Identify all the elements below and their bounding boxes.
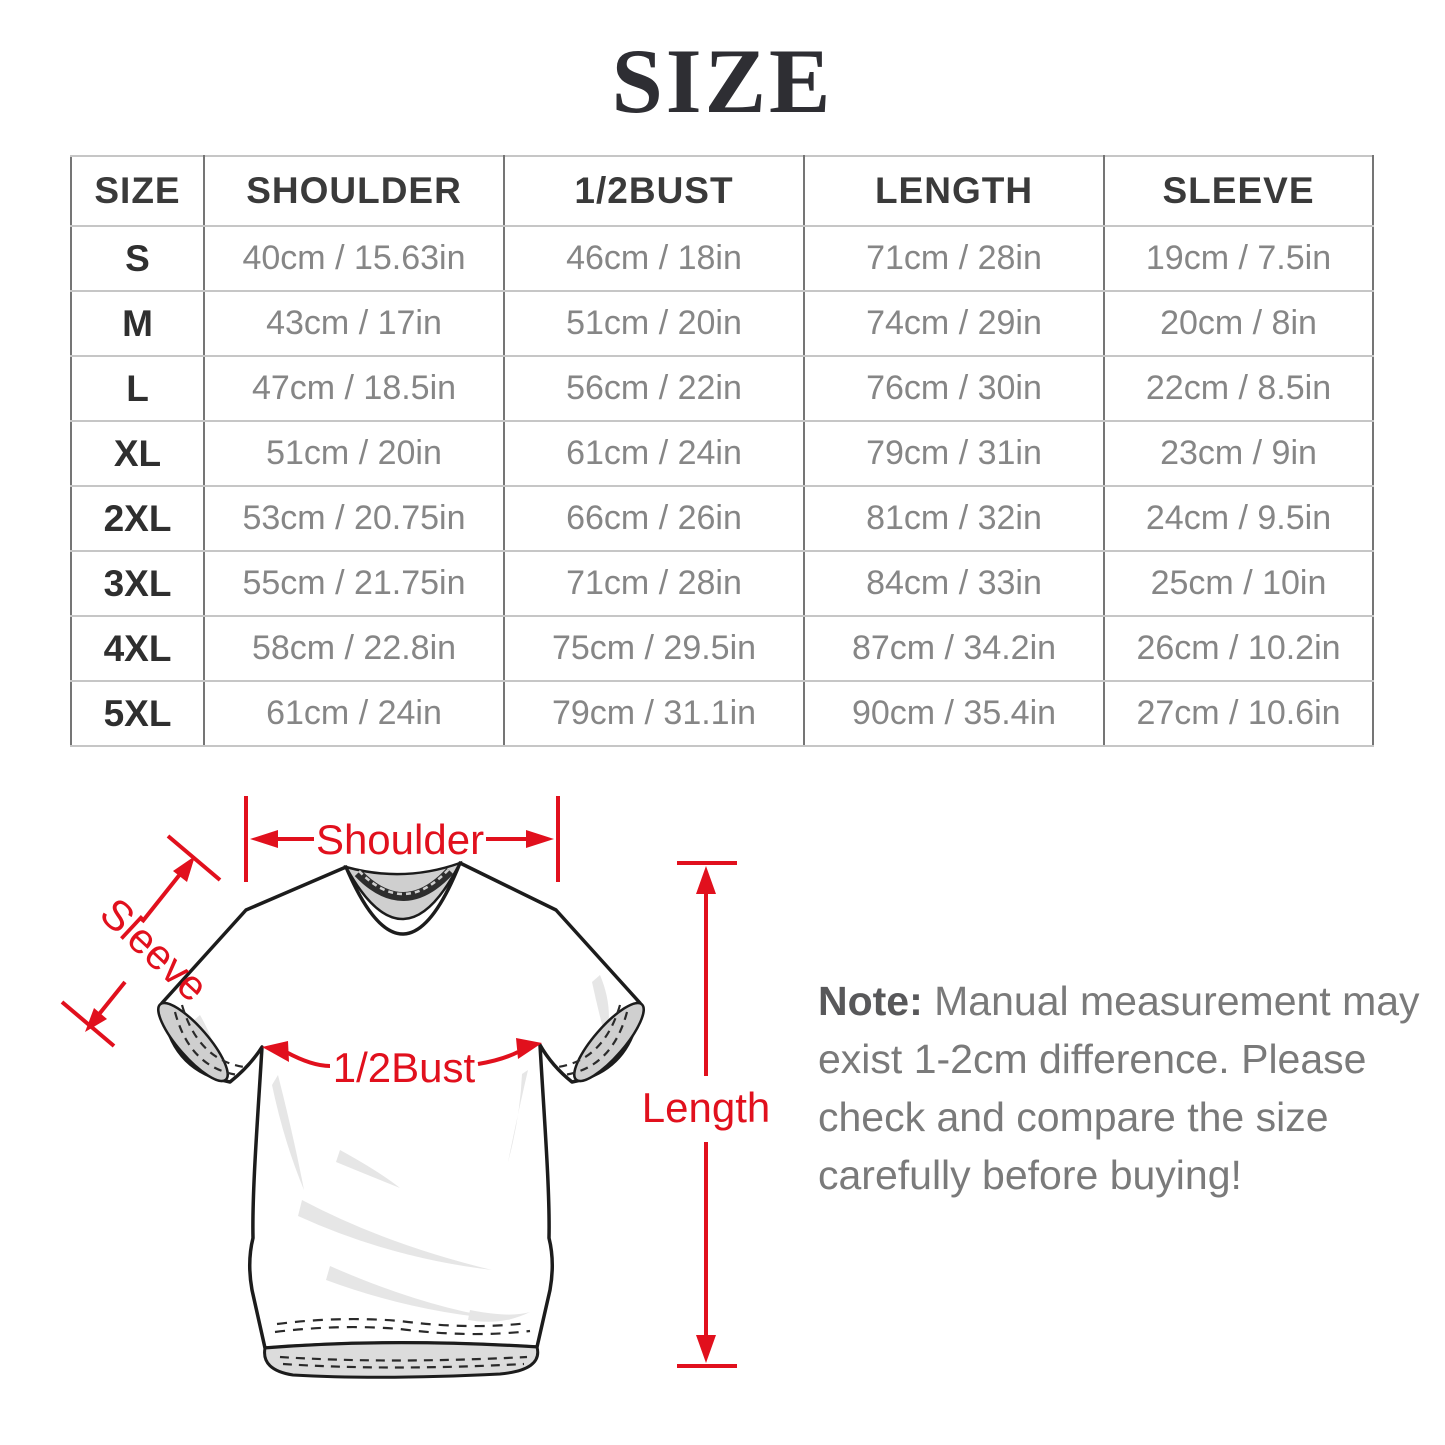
measurement-cell: 43cm / 17in [203,290,505,357]
measurement-cell: 79cm / 31in [803,420,1105,487]
note-line: check and compare the size [818,1094,1329,1140]
size-cell: S [70,225,205,292]
column-header: SLEEVE [1103,155,1374,227]
measurement-cell: 71cm / 28in [803,225,1105,292]
sleeve-arrow-lower-line [94,980,127,1020]
sleeve-tick-lower [60,1000,116,1048]
measurement-cell: 22cm / 8.5in [1103,355,1374,422]
size-cell: L [70,355,205,422]
note-label: Note: [818,978,923,1024]
column-header: SHOULDER [203,155,505,227]
bust-label: 1/2Bust [333,1044,476,1091]
shoulder-label: Shoulder [316,816,484,863]
column-header: 1/2BUST [503,155,805,227]
left-cuff-opening [157,1001,229,1083]
size-table-header-row: SIZE SHOULDER 1/2BUST LENGTH SLEEVE [70,155,1374,227]
size-table-row: 3XL 55cm / 21.75in 71cm / 28in 84cm / 33in 2… [70,550,1374,617]
size-cell: 4XL [70,615,205,682]
size-table-row: 4XL 58cm / 22.8in 75cm / 29.5in 87cm / 34.2… [70,615,1374,682]
measurement-cell: 81cm / 32in [803,485,1105,552]
tshirt-collar-stitch [358,868,450,896]
note-line: carefully before buying! [818,1152,1242,1198]
measurement-cell: 53cm / 20.75in [203,485,505,552]
page-title: SIZE [611,30,834,132]
length-measure: Length [642,861,770,1368]
measurement-cell: 84cm / 33in [803,550,1105,617]
measurement-cell: 19cm / 7.5in [1103,225,1374,292]
measurement-cell: 76cm / 30in [803,355,1105,422]
tshirt-collar-back [343,860,463,921]
measurement-cell: 24cm / 9.5in [1103,485,1374,552]
bust-arrowhead-right [516,1038,542,1059]
measurement-cell: 46cm / 18in [503,225,805,292]
measurement-cell: 58cm / 22.8in [203,615,505,682]
sleeve-arrowhead-upper [173,856,195,882]
shoulder-arrowhead-left [250,830,278,848]
measurement-cell: 61cm / 24in [203,680,505,747]
measurement-cell: 74cm / 29in [803,290,1105,357]
note-line: exist 1-2cm difference. Please [818,1036,1367,1082]
length-arrowhead-up [696,866,716,894]
tshirt-hem-band [263,1341,540,1379]
measurement-cell: 66cm / 26in [503,485,805,552]
size-table-row: M 43cm / 17in 51cm / 20in 74cm / 29in 20cm /… [70,290,1374,357]
measurement-cell: 55cm / 21.75in [203,550,505,617]
measurement-cell: 47cm / 18.5in [203,355,505,422]
column-header: SIZE [70,155,205,227]
measurement-cell: 75cm / 29.5in [503,615,805,682]
size-table-row: L 47cm / 18.5in 56cm / 22in 76cm / 30in 22cm… [70,355,1374,422]
size-cell: M [70,290,205,357]
shoulder-arrowhead-right [526,830,554,848]
measurement-cell: 27cm / 10.6in [1103,680,1374,747]
bust-line-right [477,1050,519,1066]
measurement-cell: 90cm / 35.4in [803,680,1105,747]
size-table-row: XL 51cm / 20in 61cm / 24in 79cm / 31in 23cm … [70,420,1374,487]
measurement-cell: 23cm / 9in [1103,420,1374,487]
size-cell: 5XL [70,680,205,747]
length-label: Length [642,1084,770,1131]
measurement-cell: 25cm / 10in [1103,550,1374,617]
cuff-stitching [173,1004,629,1077]
measurement-cell: 56cm / 22in [503,355,805,422]
measurement-cell: 20cm / 8in [1103,290,1374,357]
measurement-cell: 71cm / 28in [503,550,805,617]
length-arrowhead-down [696,1335,716,1363]
right-cuff-opening [573,1001,645,1083]
size-table-row: S 40cm / 15.63in 46cm / 18in 71cm / 28in 19c… [70,225,1374,292]
tshirt-body [160,861,642,1350]
size-cell: 3XL [70,550,205,617]
note-text: Manual measurement may [922,978,1420,1024]
size-cell: 2XL [70,485,205,552]
measurement-cell: 87cm / 34.2in [803,615,1105,682]
tshirt-collar-ribbing [354,867,454,901]
size-table-row: 2XL 53cm / 20.75in 66cm / 26in 81cm / 32in 2… [70,485,1374,552]
bust-line-left [285,1050,331,1068]
size-table-body: S 40cm / 15.63in 46cm / 18in 71cm / 28in 19c… [70,225,1374,747]
measurement-note: Note: Manual measurement may exist 1-2cm… [818,972,1420,1204]
bust-arrowhead-left [262,1041,289,1062]
measurement-cell: 61cm / 24in [503,420,805,487]
bust-measure: 1/2Bust [262,1038,542,1091]
note-line: Note: Manual measurement may [818,972,1420,1030]
measurement-cell: 26cm / 10.2in [1103,615,1374,682]
tshirt-measurement-diagram: Shoulder Sleeve 1/2Bust [60,796,770,1379]
column-header: LENGTH [803,155,1105,227]
measurement-cell: 51cm / 20in [203,420,505,487]
sleeve-arrow-upper-line [140,871,183,924]
shoulder-measure: Shoulder [244,796,560,882]
size-cell: XL [70,420,205,487]
measurement-cell: 79cm / 31.1in [503,680,805,747]
size-table-row: 5XL 61cm / 24in 79cm / 31.1in 90cm / 35.4in… [70,680,1374,747]
measurement-cell: 40cm / 15.63in [203,225,505,292]
tshirt-drawing [157,860,645,1379]
measurement-cell: 51cm / 20in [503,290,805,357]
size-table: SIZE SHOULDER 1/2BUST LENGTH SLEEVE S 40cm / … [70,155,1374,747]
hem-stitching [274,1317,531,1369]
